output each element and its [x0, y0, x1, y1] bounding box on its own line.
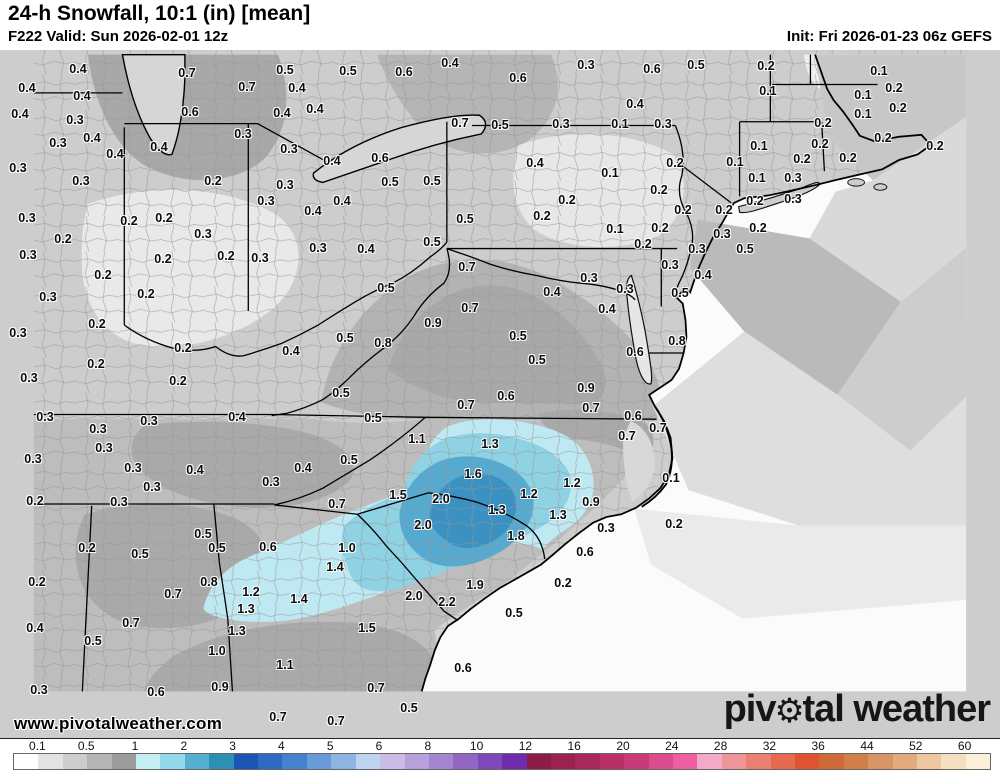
colorbar-cell	[380, 754, 405, 769]
colorbar-cell	[599, 754, 625, 769]
ocean-shading-bands	[634, 54, 967, 619]
colorbar-cell	[331, 754, 356, 769]
colorbar-cell	[941, 754, 966, 769]
model-init-time: Init: Fri 2026-01-23 06z GEFS	[786, 28, 992, 45]
colorbar-cell	[550, 754, 576, 769]
colorbar-tick-label: 60	[957, 739, 972, 753]
colorbar-cell	[355, 754, 381, 769]
colorbar-cell	[721, 754, 747, 769]
colorbar-cell	[209, 754, 234, 769]
colorbar-cell	[892, 754, 918, 769]
colorbar-cell	[136, 754, 161, 769]
colorbar-cell	[795, 754, 820, 769]
colorbar-tick-label: 3	[229, 739, 236, 753]
colorbar-cell	[282, 754, 307, 769]
colorbar-cell	[87, 754, 112, 769]
lake-erie	[312, 114, 487, 184]
colorbar-cell	[868, 754, 893, 769]
colorbar-cell	[477, 754, 503, 769]
colorbar-cell	[14, 754, 39, 769]
colorbar-labels: 0.1 0.5 1 2 3 4 5 6 8 10 12 16 20 24 28 32 36 44 52 60	[0, 739, 1000, 753]
snowfall-map[interactable]: 0.4 0.7 0.7 0.4 0.4 0.4 0.3 0.6 0.4 0.3 0.3 0.4 0.4 0…	[0, 50, 1000, 739]
colorbar-cell	[526, 754, 551, 769]
colorbar-cell	[770, 754, 795, 769]
colorbar-tick-label: 44	[860, 739, 874, 753]
colorbar-tick-label: 24	[665, 739, 679, 753]
colorbar-tick-label: 52	[909, 739, 923, 753]
colorbar-tick-label: 32	[762, 739, 777, 753]
colorbar-cell	[648, 754, 673, 769]
colorbar-cell	[404, 754, 429, 769]
nantucket	[873, 183, 888, 191]
gear-icon: ⚙	[774, 693, 805, 730]
colorbar-cell	[184, 754, 210, 769]
colorbar-cell	[502, 754, 527, 769]
colorbar-tick-label: 4	[278, 739, 285, 753]
colorbar-tick-label: 0.5	[77, 739, 95, 753]
colorbar-cell	[746, 754, 771, 769]
coastline	[420, 54, 933, 692]
logo-text-post: tal weather	[802, 688, 991, 730]
pivotal-weather-logo: piv⚙tal weather	[723, 688, 991, 731]
colorbar-tick-label: 16	[567, 739, 581, 753]
map-graphic	[33, 50, 967, 692]
colorbar-cell	[819, 754, 844, 769]
colorbar-tick-label: 10	[469, 739, 484, 753]
colorbar-tick-label: 36	[811, 739, 825, 753]
colorbar-cell	[428, 754, 454, 769]
logo-text-pre: piv	[723, 688, 777, 730]
snowfall-colorbar: 0.1 0.5 1 2 3 4 5 6 8 10 12 16 20 24 28 32 36 44 52 60	[0, 739, 1000, 772]
colorbar-tick-label: 20	[616, 739, 630, 753]
colorbar-cell	[453, 754, 478, 769]
colorbar-cell	[575, 754, 600, 769]
colorbar-tick-label: 2	[180, 739, 188, 753]
colorbar-cell	[38, 754, 63, 769]
colorbar-cell	[965, 754, 991, 769]
colorbar-cells	[13, 753, 991, 770]
colorbar-cell	[233, 754, 259, 769]
watermark: www.pivotalweather.com	[14, 714, 223, 733]
forecast-valid-time: F222 Valid: Sun 2026-02-01 12z	[8, 28, 229, 45]
colorbar-cell	[111, 754, 137, 769]
colorbar-cell	[672, 754, 698, 769]
colorbar-cell	[258, 754, 283, 769]
marthas-vineyard	[847, 178, 865, 187]
pamlico-sound	[623, 421, 655, 502]
colorbar-cell	[306, 754, 332, 769]
colorbar-cell	[62, 754, 88, 769]
colorbar-tick-label: 28	[713, 739, 728, 753]
colorbar-tick-label: 8	[424, 739, 432, 753]
state-borders	[33, 54, 878, 692]
colorbar-cell	[917, 754, 942, 769]
lake-michigan	[121, 53, 186, 156]
colorbar-cell	[160, 754, 185, 769]
colorbar-tick-label: 0.1	[29, 739, 46, 753]
colorbar-cell	[624, 754, 649, 769]
colorbar-tick-label: 12	[518, 739, 533, 753]
colorbar-tick-label: 6	[375, 739, 383, 753]
colorbar-tick-label: 5	[326, 739, 334, 753]
colorbar-cell	[843, 754, 869, 769]
colorbar-cell	[697, 754, 722, 769]
colorbar-tick-label: 1	[131, 739, 139, 753]
page-title: 24-h Snowfall, 10:1 (in) [mean]	[8, 2, 311, 25]
